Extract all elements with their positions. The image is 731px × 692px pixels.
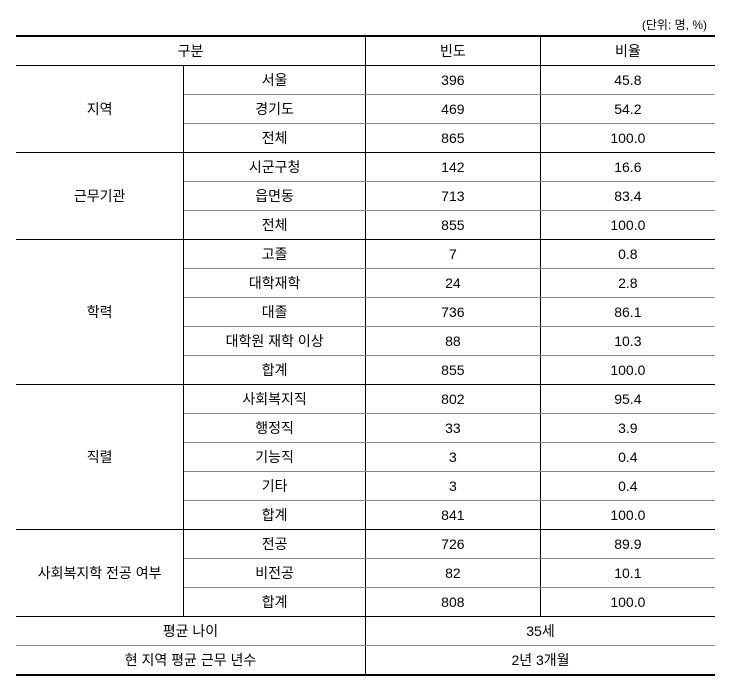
category-cell: 직렬 xyxy=(16,385,184,530)
frequency-cell: 33 xyxy=(365,414,540,443)
ratio-cell: 86.1 xyxy=(540,298,715,327)
ratio-cell: 0.4 xyxy=(540,443,715,472)
subcategory-cell: 대학원 재학 이상 xyxy=(184,327,366,356)
table-row: 근무기관시군구청14216.6 xyxy=(16,153,715,182)
frequency-cell: 82 xyxy=(365,559,540,588)
ratio-cell: 10.3 xyxy=(540,327,715,356)
frequency-cell: 142 xyxy=(365,153,540,182)
ratio-cell: 0.8 xyxy=(540,240,715,269)
subcategory-cell: 시군구청 xyxy=(184,153,366,182)
header-gubun: 구분 xyxy=(16,36,365,66)
frequency-cell: 808 xyxy=(365,588,540,617)
subcategory-cell: 전체 xyxy=(184,124,366,153)
table-row: 학력고졸70.8 xyxy=(16,240,715,269)
frequency-cell: 469 xyxy=(365,95,540,124)
frequency-cell: 24 xyxy=(365,269,540,298)
subcategory-cell: 기타 xyxy=(184,472,366,501)
ratio-cell: 100.0 xyxy=(540,356,715,385)
frequency-cell: 726 xyxy=(365,530,540,559)
subcategory-cell: 대졸 xyxy=(184,298,366,327)
ratio-cell: 2.8 xyxy=(540,269,715,298)
frequency-cell: 396 xyxy=(365,66,540,95)
subcategory-cell: 읍면동 xyxy=(184,182,366,211)
frequency-cell: 865 xyxy=(365,124,540,153)
table-row: 직렬사회복지직80295.4 xyxy=(16,385,715,414)
ratio-cell: 89.9 xyxy=(540,530,715,559)
subcategory-cell: 합계 xyxy=(184,501,366,530)
summary-label: 평균 나이 xyxy=(16,617,365,646)
summary-value: 35세 xyxy=(365,617,715,646)
subcategory-cell: 경기도 xyxy=(184,95,366,124)
summary-row: 현 지역 평균 근무 년수2년 3개월 xyxy=(16,646,715,676)
ratio-cell: 95.4 xyxy=(540,385,715,414)
summary-row: 평균 나이35세 xyxy=(16,617,715,646)
ratio-cell: 54.2 xyxy=(540,95,715,124)
ratio-cell: 100.0 xyxy=(540,501,715,530)
ratio-cell: 100.0 xyxy=(540,124,715,153)
summary-label: 현 지역 평균 근무 년수 xyxy=(16,646,365,676)
frequency-cell: 736 xyxy=(365,298,540,327)
frequency-cell: 855 xyxy=(365,356,540,385)
subcategory-cell: 고졸 xyxy=(184,240,366,269)
subcategory-cell: 사회복지직 xyxy=(184,385,366,414)
header-bindo: 빈도 xyxy=(365,36,540,66)
category-cell: 사회복지학 전공 여부 xyxy=(16,530,184,617)
unit-label: (단위: 명, %) xyxy=(16,16,715,33)
table-row: 사회복지학 전공 여부전공72689.9 xyxy=(16,530,715,559)
header-row: 구분 빈도 비율 xyxy=(16,36,715,66)
subcategory-cell: 행정직 xyxy=(184,414,366,443)
frequency-cell: 88 xyxy=(365,327,540,356)
header-biyul: 비율 xyxy=(540,36,715,66)
subcategory-cell: 합계 xyxy=(184,356,366,385)
summary-value: 2년 3개월 xyxy=(365,646,715,676)
subcategory-cell: 대학재학 xyxy=(184,269,366,298)
frequency-cell: 802 xyxy=(365,385,540,414)
frequency-cell: 7 xyxy=(365,240,540,269)
frequency-cell: 3 xyxy=(365,472,540,501)
subcategory-cell: 서울 xyxy=(184,66,366,95)
category-cell: 학력 xyxy=(16,240,184,385)
subcategory-cell: 전체 xyxy=(184,211,366,240)
frequency-cell: 713 xyxy=(365,182,540,211)
subcategory-cell: 전공 xyxy=(184,530,366,559)
data-table: 구분 빈도 비율 지역서울39645.8경기도46954.2전체865100.0… xyxy=(16,35,715,676)
ratio-cell: 0.4 xyxy=(540,472,715,501)
category-cell: 지역 xyxy=(16,66,184,153)
ratio-cell: 10.1 xyxy=(540,559,715,588)
frequency-cell: 3 xyxy=(365,443,540,472)
frequency-cell: 855 xyxy=(365,211,540,240)
ratio-cell: 100.0 xyxy=(540,211,715,240)
ratio-cell: 83.4 xyxy=(540,182,715,211)
category-cell: 근무기관 xyxy=(16,153,184,240)
frequency-cell: 841 xyxy=(365,501,540,530)
ratio-cell: 16.6 xyxy=(540,153,715,182)
ratio-cell: 45.8 xyxy=(540,66,715,95)
subcategory-cell: 합계 xyxy=(184,588,366,617)
ratio-cell: 100.0 xyxy=(540,588,715,617)
ratio-cell: 3.9 xyxy=(540,414,715,443)
subcategory-cell: 비전공 xyxy=(184,559,366,588)
table-row: 지역서울39645.8 xyxy=(16,66,715,95)
subcategory-cell: 기능직 xyxy=(184,443,366,472)
